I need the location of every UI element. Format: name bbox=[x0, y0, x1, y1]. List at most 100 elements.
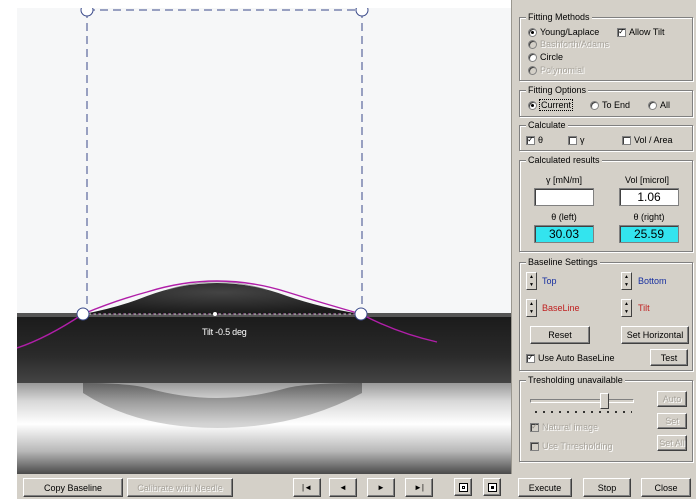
tilt-spin-label: Tilt bbox=[638, 303, 650, 313]
next-frame-button[interactable]: ► bbox=[367, 478, 395, 497]
top-spinner[interactable]: ▲ ▼ bbox=[526, 272, 537, 290]
spin-down-icon: ▼ bbox=[529, 308, 534, 315]
next-frame-icon: ► bbox=[377, 483, 385, 492]
vol-area-checkbox[interactable]: Vol / Area bbox=[622, 135, 673, 145]
calculate-group: Calculate ✓ θ γ Vol / Area bbox=[519, 120, 693, 151]
radio-indicator bbox=[528, 39, 537, 49]
young-laplace-radio[interactable]: Young/Laplace bbox=[528, 27, 599, 37]
gamma-checkbox[interactable]: γ bbox=[568, 135, 585, 145]
bashforth-radio[interactable]: Bashforth/Adams bbox=[528, 39, 609, 49]
gamma-result-label: γ [mN/m] bbox=[546, 175, 582, 185]
use-thresholding-checkbox[interactable]: Use Thresholding bbox=[530, 441, 612, 451]
natural-image-label: Natural image bbox=[542, 422, 599, 432]
first-frame-icon: |◄ bbox=[302, 483, 312, 492]
use-auto-baseline-checkbox[interactable]: ✓ Use Auto BaseLine bbox=[526, 353, 615, 363]
first-frame-button[interactable]: |◄ bbox=[293, 478, 321, 497]
vol-area-label: Vol / Area bbox=[634, 135, 673, 145]
check-icon bbox=[530, 441, 539, 451]
spin-up-icon: ▲ bbox=[529, 273, 534, 280]
theta-right-label: θ (right) bbox=[633, 212, 665, 222]
thresholding-group: Tresholding unavailable Auto Set Set All… bbox=[519, 375, 693, 462]
bottom-toolbar: Copy Baseline Calibrate with Needle |◄ ◄… bbox=[17, 474, 511, 499]
results-title: Calculated results bbox=[526, 155, 602, 165]
set-all-label: Set All bbox=[659, 438, 685, 448]
check-icon: ✓ bbox=[526, 135, 535, 145]
all-radio[interactable]: All bbox=[648, 100, 670, 110]
bottom-label: Bottom bbox=[638, 276, 667, 286]
allow-tilt-checkbox[interactable]: ✓ Allow Tilt bbox=[617, 27, 665, 37]
theta-checkbox[interactable]: ✓ θ bbox=[526, 135, 543, 145]
tilt-label: Tilt -0.5 deg bbox=[202, 327, 247, 337]
circle-radio[interactable]: Circle bbox=[528, 52, 563, 62]
current-label: Current bbox=[538, 99, 574, 111]
check-icon bbox=[568, 135, 577, 145]
toggle-view-button-1[interactable] bbox=[454, 478, 472, 496]
bottom-spinner[interactable]: ▲ ▼ bbox=[621, 272, 632, 290]
check-icon: ✓ bbox=[617, 27, 626, 37]
baseline-settings-title: Baseline Settings bbox=[526, 257, 600, 267]
to-end-label: To End bbox=[602, 100, 631, 110]
set-horizontal-button[interactable]: Set Horizontal bbox=[621, 326, 689, 344]
close-button[interactable]: Close bbox=[641, 478, 691, 497]
auto-threshold-button[interactable]: Auto bbox=[657, 391, 687, 407]
threshold-slider[interactable] bbox=[530, 393, 634, 413]
polynomial-radio[interactable]: Polynomial bbox=[528, 65, 584, 75]
execute-button[interactable]: Execute bbox=[518, 478, 572, 497]
vol-result-field: 1.06 bbox=[619, 188, 679, 206]
to-end-radio[interactable]: To End bbox=[590, 100, 630, 110]
test-label: Test bbox=[660, 352, 678, 363]
all-label: All bbox=[660, 100, 671, 110]
stop-button[interactable]: Stop bbox=[583, 478, 631, 497]
slider-track bbox=[530, 399, 634, 403]
copy-baseline-label: Copy Baseline bbox=[43, 482, 103, 493]
circle-label: Circle bbox=[540, 52, 564, 62]
baseline-spinner[interactable]: ▲ ▼ bbox=[526, 299, 537, 317]
execute-label: Execute bbox=[528, 482, 562, 493]
current-radio[interactable]: Current bbox=[528, 99, 574, 111]
auto-label: Auto bbox=[662, 394, 682, 404]
prev-frame-button[interactable]: ◄ bbox=[329, 478, 357, 497]
slider-ticks bbox=[532, 411, 632, 413]
reset-label: Reset bbox=[548, 330, 572, 340]
set-threshold-button[interactable]: Set bbox=[657, 413, 687, 429]
image-viewer[interactable]: Tilt -0.5 deg bbox=[17, 8, 511, 474]
stop-label: Stop bbox=[597, 482, 617, 493]
gamma-label: γ bbox=[580, 135, 585, 145]
set-all-threshold-button[interactable]: Set All bbox=[657, 435, 687, 451]
use-auto-baseline-label: Use Auto BaseLine bbox=[538, 353, 615, 363]
drop-image bbox=[17, 8, 511, 474]
bashforth-label: Bashforth/Adams bbox=[540, 39, 610, 49]
last-frame-button[interactable]: ►| bbox=[405, 478, 433, 497]
thresholding-title: Tresholding unavailable bbox=[526, 375, 625, 385]
copy-baseline-button[interactable]: Copy Baseline bbox=[23, 478, 123, 497]
fitting-options-title: Fitting Options bbox=[526, 85, 589, 95]
radio-indicator bbox=[528, 100, 537, 110]
spin-down-icon: ▼ bbox=[624, 281, 629, 288]
check-icon: ✓ bbox=[530, 422, 539, 432]
use-thresholding-label: Use Thresholding bbox=[542, 441, 613, 451]
check-icon bbox=[622, 135, 631, 145]
vol-result-label: Vol [microl] bbox=[624, 175, 669, 185]
toggle-view-button-2[interactable] bbox=[483, 478, 501, 496]
set-horizontal-label: Set Horizontal bbox=[626, 330, 684, 340]
frame-icon bbox=[487, 482, 497, 492]
natural-image-checkbox[interactable]: ✓ Natural image bbox=[530, 422, 598, 432]
test-button[interactable]: Test bbox=[650, 349, 688, 366]
fitting-options-group: Fitting Options Current To End All bbox=[519, 85, 693, 117]
spin-up-icon: ▲ bbox=[624, 273, 629, 280]
set-label: Set bbox=[665, 416, 679, 426]
reset-button[interactable]: Reset bbox=[530, 326, 590, 344]
calibrate-needle-button[interactable]: Calibrate with Needle bbox=[127, 478, 233, 497]
polynomial-label: Polynomial bbox=[540, 65, 585, 75]
spin-up-icon: ▲ bbox=[624, 300, 629, 307]
tilt-spinner[interactable]: ▲ ▼ bbox=[621, 299, 632, 317]
baseline-label: BaseLine bbox=[542, 303, 580, 313]
slider-thumb bbox=[600, 393, 609, 409]
last-frame-icon: ►| bbox=[414, 483, 424, 492]
baseline-settings-group: Baseline Settings ▲ ▼ Top ▲ ▼ Bottom ▲ ▼ Ba… bbox=[519, 257, 693, 371]
close-label: Close bbox=[654, 482, 678, 493]
spin-up-icon: ▲ bbox=[529, 300, 534, 307]
radio-indicator bbox=[528, 52, 537, 62]
frame-icon bbox=[458, 482, 468, 492]
theta-label: θ bbox=[538, 135, 544, 145]
